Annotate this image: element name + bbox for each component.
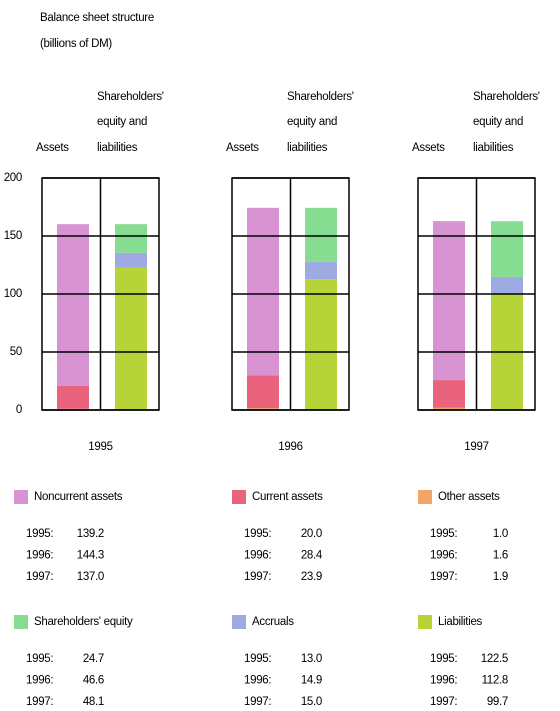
legend-swatch [14,490,28,504]
legend-year: 1995: [26,528,53,540]
legend-year: 1995: [430,528,457,540]
bar-segment [247,375,279,409]
legend-value: 15.0 [301,696,322,708]
bar-segment [305,279,337,410]
column-label: Assets [226,142,259,154]
legend-year: 1996: [244,675,271,687]
bar-segment [115,224,147,253]
legend-value: 122.5 [481,653,508,665]
bar-segment [57,385,89,409]
legend-year: 1995: [26,653,53,665]
legend-value: 23.9 [301,571,322,583]
bar-segment [491,221,523,277]
legend-year: 1997: [244,696,271,708]
x-tick-label: 1995 [88,441,112,453]
legend-swatch [232,615,246,629]
panel-frame [231,177,350,411]
legend-value: 20.0 [301,528,322,540]
legend-value: 13.0 [301,653,322,665]
legend-year: 1997: [26,571,53,583]
x-tick-label: 1996 [278,441,302,453]
column-label: liabilities [473,142,514,154]
y-tick-label: 150 [4,230,22,242]
legend-swatch [14,615,28,629]
legend-year: 1997: [430,571,457,583]
legend-label: Accruals [252,616,294,628]
legend-label: Noncurrent assets [34,491,123,503]
column-label: Assets [412,142,445,154]
bar-segment [305,261,337,280]
legend-value: 1.0 [493,528,508,540]
legend-year: 1996: [26,550,53,562]
y-tick-label: 200 [4,172,22,184]
legend-value: 48.1 [83,696,104,708]
legend-value: 28.4 [301,550,323,562]
bar-segment [57,224,89,386]
bar-segment [115,267,147,410]
bar-segment [247,207,279,376]
legend-label: Shareholders' equity [34,616,133,628]
legend-label: Liabilities [438,616,483,628]
panel-frame [417,177,536,411]
legend-label: Other assets [438,491,500,503]
legend-value: 1.9 [493,571,508,583]
legend-value: 137.0 [77,571,104,583]
column-label: liabilities [97,142,138,154]
column-label: Shareholders' [287,91,354,103]
y-tick-label: 100 [4,288,22,300]
legend-year: 1997: [26,696,53,708]
legend-value: 46.6 [83,675,104,687]
bar-segment [433,380,465,408]
bar-segment [247,408,279,410]
bar-segment [433,407,465,410]
legend-year: 1997: [244,571,271,583]
legend-value: 112.8 [482,675,508,687]
bar-segment [305,207,337,262]
bar-segment [491,276,523,295]
bar-segment [115,252,147,268]
legend-year: 1995: [244,528,271,540]
legend-year: 1997: [430,696,457,708]
column-label: equity and [287,116,337,128]
column-label: equity and [97,116,147,128]
column-label: Shareholders' [473,91,540,103]
panel-frame [41,177,160,411]
chart-subtitle: (billions of DM) [40,38,112,50]
legend-swatch [232,490,246,504]
legend-year: 1996: [244,550,271,562]
legend-year: 1996: [430,550,457,562]
legend-value: 144.3 [77,550,104,562]
legend-swatch [418,615,432,629]
column-label: Assets [36,142,69,154]
x-tick-label: 1997 [464,441,488,453]
legend-value: 99.7 [487,696,508,708]
legend-value: 1.6 [493,550,508,562]
column-label: liabilities [287,142,328,154]
bar-segment [433,221,465,381]
legend-value: 139.2 [77,528,104,540]
y-tick-label: 50 [10,346,22,358]
legend-year: 1995: [430,653,457,665]
legend-label: Current assets [252,491,323,503]
column-label: equity and [473,116,523,128]
chart-title: Balance sheet structure [40,12,154,24]
legend-year: 1996: [430,675,457,687]
y-tick-label: 0 [16,404,22,416]
legend-value: 24.7 [83,653,104,665]
legend-year: 1995: [244,653,271,665]
legend-value: 14.9 [301,675,322,687]
legend-swatch [418,490,432,504]
legend-year: 1996: [26,675,53,687]
column-label: Shareholders' [97,91,164,103]
